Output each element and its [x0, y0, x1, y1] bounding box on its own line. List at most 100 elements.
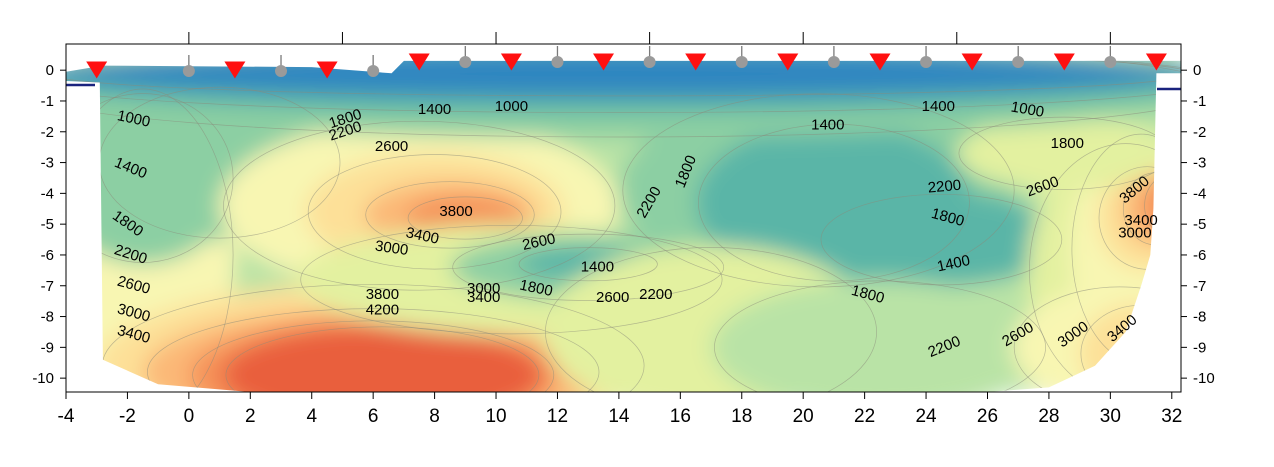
y-axis: 0 0 -1 -1 -2 -2 -3 -3 -4 -4 -5 -5 -6 -6 -7 -7 -8 -8 -9 -9 -1…: [32, 62, 1214, 387]
receiver-marker: [459, 56, 472, 68]
contour-line: [66, 93, 234, 263]
receiver-marker: [643, 56, 656, 68]
contour-line: [452, 233, 725, 301]
receiver-marker: [827, 56, 840, 68]
y-tick-label-right: -4: [1193, 185, 1206, 202]
contour-label: 1800: [518, 276, 554, 300]
x-tick-label: 18: [731, 406, 752, 427]
y-tick-label-right: -3: [1193, 155, 1206, 172]
source-marker: [1053, 53, 1075, 71]
receiver-marker: [551, 56, 564, 68]
x-tick-label: -4: [58, 406, 75, 427]
contour-label: 2600: [521, 230, 557, 254]
source-marker: [593, 53, 614, 71]
contour-label: 4200: [366, 301, 399, 318]
contour-line: [66, 60, 1181, 97]
y-tick-label-left: -1: [41, 93, 54, 110]
contour-line: [66, 60, 1181, 113]
contour-label: 3400: [467, 289, 500, 306]
y-tick-label-left: -8: [41, 309, 54, 326]
x-tick-label: 26: [977, 406, 998, 427]
y-tick-label-left: -4: [41, 185, 54, 202]
contour-label: 1400: [935, 252, 971, 276]
x-tick-label: 20: [793, 406, 814, 427]
contour-label: 1400: [922, 98, 955, 115]
x-axis: -4 -2 0 2 4 6 8 10 12 14 16 18 20 22 24 26 28 30 32: [58, 32, 1182, 427]
y-tick-label-right: 0: [1193, 62, 1201, 79]
x-tick-label: 28: [1038, 406, 1059, 427]
source-marker: [500, 53, 522, 71]
contour-line: [622, 93, 1015, 288]
x-tick-label: 16: [670, 406, 691, 427]
x-tick-label: -2: [119, 406, 136, 427]
receiver-marker: [920, 56, 933, 68]
contour-label: 2200: [639, 286, 672, 303]
y-tick-label-left: -6: [41, 247, 54, 264]
source-marker: [685, 53, 707, 71]
x-tick-label: 12: [547, 406, 568, 427]
y-tick-label-left: -9: [41, 339, 54, 356]
x-tick-label: 0: [184, 406, 195, 427]
receiver-marker: [1012, 56, 1025, 68]
receiver-markers: [182, 46, 1117, 77]
contour-label: 2200: [927, 177, 962, 197]
source-marker: [408, 53, 430, 71]
velocity-body: [222, 325, 543, 393]
contour-label: 1800: [1051, 135, 1084, 152]
contour-label: 1400: [811, 117, 844, 134]
source-marker: [777, 53, 799, 71]
x-tick-label: 8: [429, 406, 440, 427]
contour-line: [820, 193, 1063, 286]
source-marker: [86, 61, 108, 79]
contour-label: 3400: [1124, 212, 1157, 229]
source-marker: [869, 53, 891, 71]
contour-line: [307, 154, 562, 270]
y-tick-label-right: -7: [1193, 278, 1206, 295]
source-marker: [1145, 53, 1167, 71]
x-tick-label: 4: [306, 406, 317, 427]
contour-label: 1000: [1010, 98, 1046, 121]
contour-label: 3000: [467, 280, 500, 297]
y-tick-label-right: -10: [1193, 370, 1215, 387]
contour-line: [225, 326, 540, 393]
receiver-marker: [735, 56, 748, 68]
y-tick-label-right: -8: [1193, 309, 1206, 326]
source-marker: [961, 53, 983, 71]
contour-lines: [66, 60, 1181, 393]
receiver-marker: [275, 65, 288, 77]
source-marker: [316, 61, 338, 79]
contour-label: 3800: [366, 286, 399, 303]
contour-line: [223, 120, 616, 291]
y-tick-label-left: -2: [41, 124, 54, 141]
source-marker: [224, 61, 246, 79]
contour-line: [66, 88, 234, 393]
contour-label: 3000: [374, 238, 409, 259]
velocity-body: [711, 279, 1049, 393]
x-tick-label: 14: [608, 406, 630, 427]
contour-label: 1400: [418, 101, 451, 118]
receiver-marker: [182, 65, 195, 77]
contour-line: [714, 280, 1046, 393]
x-tick-label: 6: [368, 406, 379, 427]
contour-label: 2600: [375, 138, 408, 155]
contour-line: [300, 224, 723, 335]
contour-label: 2600: [596, 289, 629, 306]
x-tick-label: 22: [854, 406, 875, 427]
y-tick-label-right: -6: [1193, 247, 1206, 264]
contour-label: 1400: [581, 258, 614, 275]
contour-line: [1029, 143, 1181, 393]
contour-line: [1013, 286, 1181, 393]
contour-label: 3800: [439, 203, 472, 220]
y-tick-label-left: -5: [41, 216, 54, 233]
y-tick-label-right: -9: [1193, 339, 1206, 356]
contour-line: [518, 247, 658, 282]
receiver-marker: [1104, 56, 1117, 68]
contour-line: [545, 247, 877, 393]
receiver-marker: [367, 65, 380, 77]
y-tick-label-right: -2: [1193, 124, 1206, 141]
y-tick-label-left: -3: [41, 155, 54, 172]
x-tick-label: 32: [1161, 406, 1182, 427]
plot-frame: [65, 43, 1182, 393]
velocity-body: [818, 193, 1065, 286]
contour-line: [698, 123, 970, 282]
